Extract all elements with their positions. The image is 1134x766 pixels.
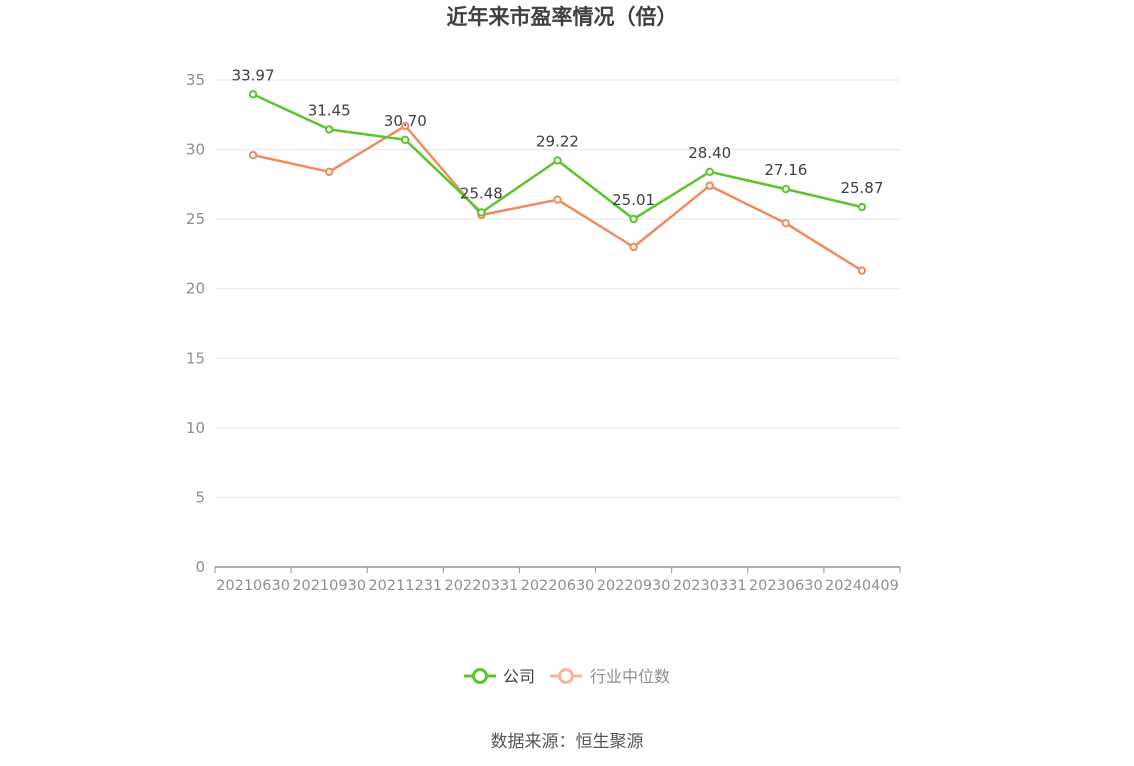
x-tick-label: 20230331 (673, 578, 747, 594)
y-tick-label: 10 (186, 419, 205, 437)
x-tick-label: 20220930 (597, 578, 671, 594)
data-label: 25.01 (612, 191, 655, 209)
data-point[interactable] (553, 195, 562, 204)
chart-title: 近年来市盈率情况（倍） (447, 5, 678, 29)
y-tick-label: 20 (186, 280, 205, 298)
data-label: 28.40 (688, 144, 731, 162)
data-point[interactable] (401, 121, 410, 131)
legend-industry-label: 行业中位数 (590, 667, 670, 686)
series-lines (248, 90, 867, 275)
legend-company-label: 公司 (503, 667, 535, 686)
x-tick-label: 20210930 (292, 578, 366, 594)
grid-lines (215, 79, 900, 498)
legend-company-circle-icon (472, 668, 488, 684)
data-point[interactable] (781, 184, 791, 194)
y-tick-label: 5 (195, 488, 205, 506)
data-label: 30.70 (384, 112, 427, 130)
x-tick-label: 20230630 (749, 578, 823, 594)
x-tick-label: 20210630 (216, 578, 290, 594)
data-label: 25.48 (460, 184, 503, 202)
x-tick-label: 20240409 (825, 578, 899, 594)
data-point[interactable] (324, 125, 334, 134)
y-tick-label: 35 (186, 71, 205, 89)
data-point[interactable] (857, 266, 867, 275)
y-tick-label: 15 (186, 349, 205, 367)
x-tick-label: 20220331 (444, 578, 518, 594)
x-tick-label: 20220630 (521, 578, 595, 594)
legend-item-company[interactable]: 公司 (464, 667, 535, 686)
data-point[interactable] (705, 167, 714, 177)
data-label: 33.97 (232, 66, 275, 84)
data-point[interactable] (629, 242, 638, 252)
data-label: 29.22 (536, 132, 579, 150)
legend-item-industry[interactable]: 行业中位数 (550, 667, 670, 686)
data-point[interactable] (857, 202, 867, 212)
data-labels: 33.97 31.45 30.70 25.48 29.22 25.01 28.40 27.16… (232, 66, 884, 209)
data-label: 31.45 (308, 101, 351, 119)
data-label: 25.87 (840, 179, 883, 197)
data-point[interactable] (553, 156, 562, 165)
data-point[interactable] (629, 214, 638, 224)
data-point[interactable] (248, 90, 258, 99)
legend-industry-circle-icon (558, 668, 574, 684)
y-tick-label: 0 (195, 558, 205, 576)
data-source-note: 数据来源：恒生聚源 (491, 732, 644, 752)
y-tick-label: 30 (186, 141, 205, 159)
data-point[interactable] (781, 219, 791, 228)
data-point[interactable] (401, 135, 410, 145)
y-axis-ticks: 0 5 10 15 20 25 30 35 (186, 71, 205, 576)
legend[interactable]: 公司 行业中位数 (464, 667, 670, 686)
data-label: 27.16 (764, 161, 807, 179)
y-tick-label: 25 (186, 210, 205, 228)
x-tick-label: 20211231 (368, 578, 442, 594)
data-point[interactable] (477, 208, 486, 217)
x-axis: 20210630 20210930 20211231 20220331 20220630… (214, 566, 901, 594)
data-point[interactable] (324, 167, 334, 177)
data-point[interactable] (705, 181, 714, 190)
data-point[interactable] (248, 150, 258, 160)
